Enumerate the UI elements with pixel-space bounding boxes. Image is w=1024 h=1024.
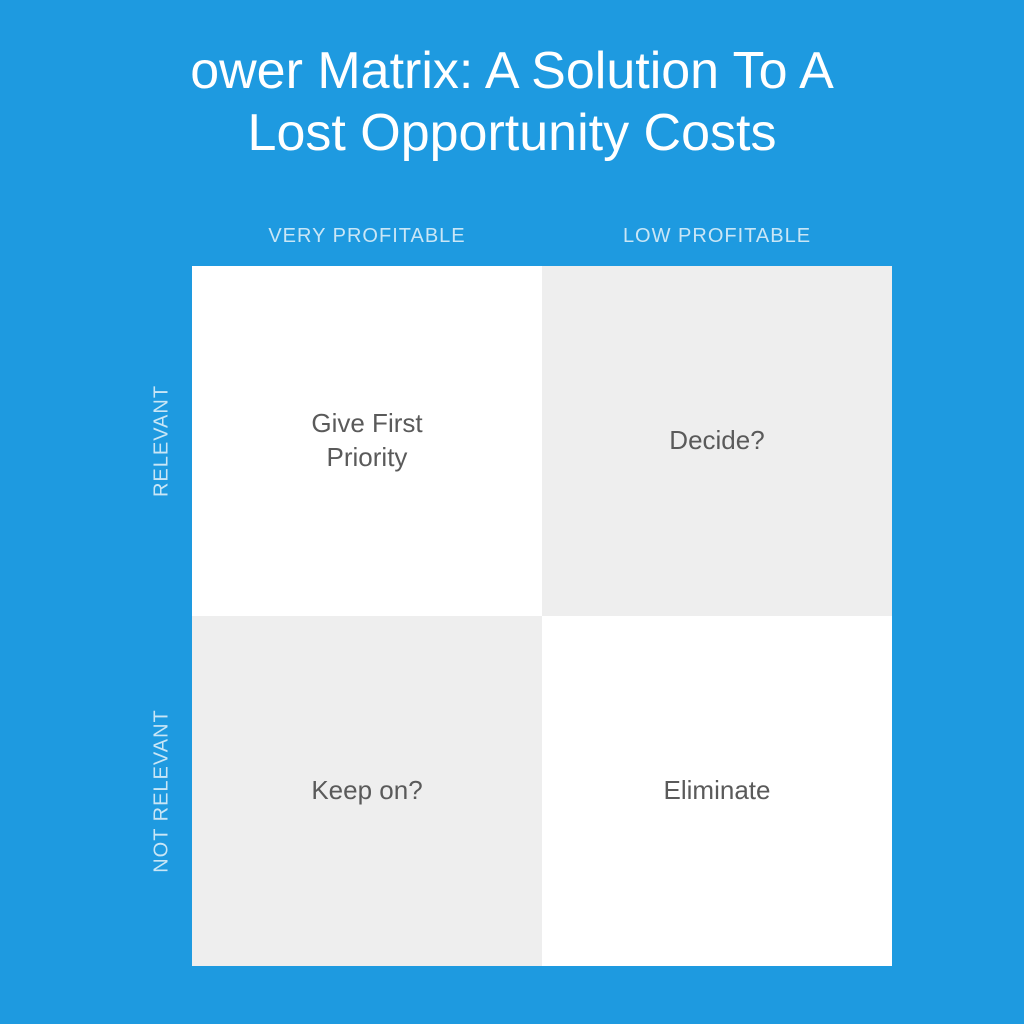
cell-decide: Decide? xyxy=(542,266,892,616)
title-block: ower Matrix: A Solution To A Lost Opport… xyxy=(180,40,844,165)
matrix: VERY PROFITABLE LOW PROFITABLE RELEVANT … xyxy=(132,225,892,966)
cell-give-first-priority: Give FirstPriority xyxy=(192,266,542,616)
row-headers: RELEVANT NOT RELEVANT xyxy=(132,266,192,966)
cell-label: Decide? xyxy=(669,424,764,458)
row-header-not-relevant: NOT RELEVANT xyxy=(132,616,192,966)
slide-container: ower Matrix: A Solution To A Lost Opport… xyxy=(0,0,1024,1024)
row-header-label: NOT RELEVANT xyxy=(151,709,174,873)
cell-label: Give FirstPriority xyxy=(311,407,422,475)
quadrant-grid: Give FirstPriority Decide? Keep on? Elim… xyxy=(192,266,892,966)
cell-label: Eliminate xyxy=(664,774,771,808)
cell-eliminate: Eliminate xyxy=(542,616,892,966)
cell-label: Keep on? xyxy=(311,774,422,808)
title-line-1: ower Matrix: A Solution To A xyxy=(190,40,834,102)
col-header-low-profitable: LOW PROFITABLE xyxy=(542,225,892,248)
row-header-label: RELEVANT xyxy=(151,385,174,497)
cell-keep-on: Keep on? xyxy=(192,616,542,966)
title-line-2: Lost Opportunity Costs xyxy=(190,102,834,164)
row-header-relevant: RELEVANT xyxy=(132,266,192,616)
col-header-very-profitable: VERY PROFITABLE xyxy=(192,225,542,248)
matrix-body: RELEVANT NOT RELEVANT Give FirstPriority… xyxy=(132,266,892,966)
column-headers: VERY PROFITABLE LOW PROFITABLE xyxy=(192,225,892,248)
